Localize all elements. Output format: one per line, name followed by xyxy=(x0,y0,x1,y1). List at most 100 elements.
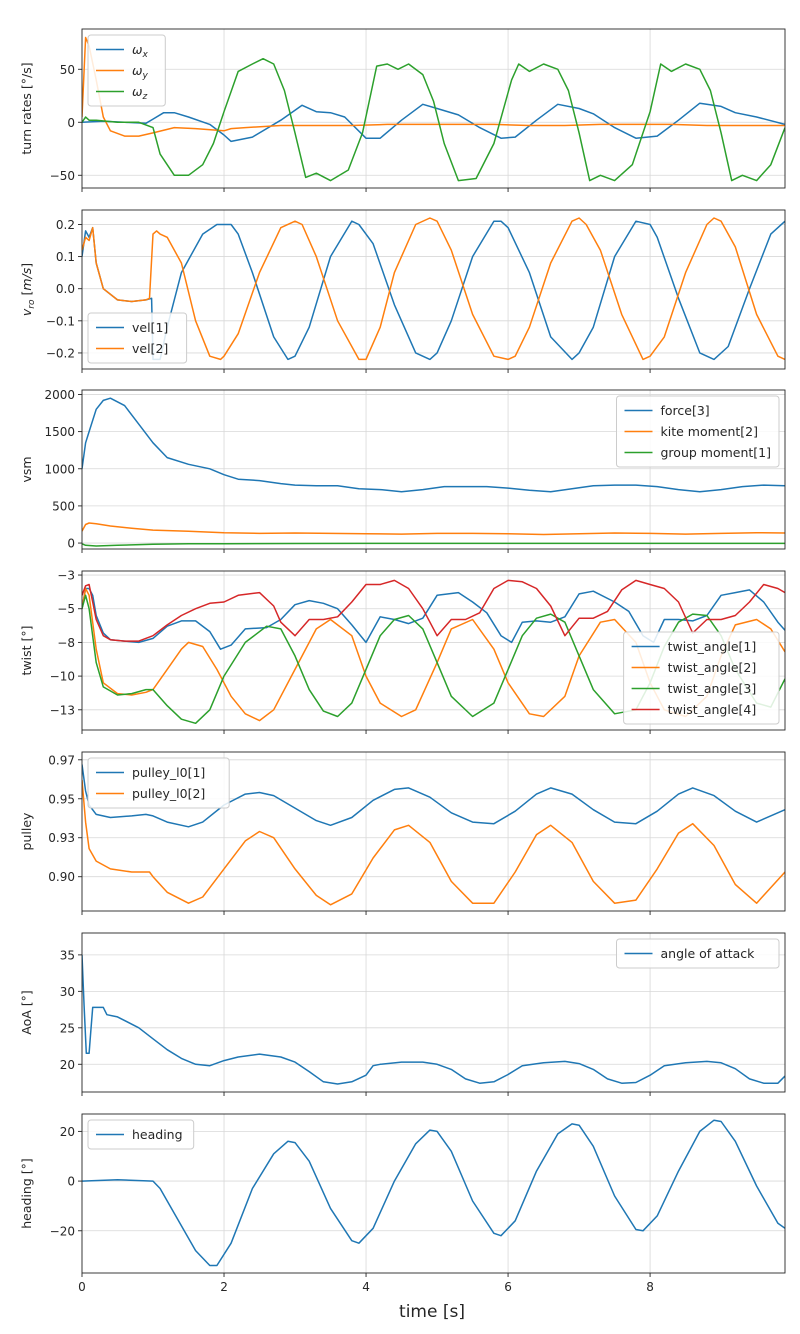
legend: ωx ωy ωz xyxy=(87,34,166,107)
x-tick-label: 8 xyxy=(646,1280,654,1294)
y-tick-label: −3 xyxy=(57,569,75,583)
y-tick-label: −5 xyxy=(57,602,75,616)
y-tick-label: 50 xyxy=(60,63,75,77)
y-tick-label: −20 xyxy=(50,1224,75,1238)
y-tick-label: 0.97 xyxy=(48,753,75,767)
legend-box xyxy=(87,1119,195,1150)
plot-frame xyxy=(81,28,786,189)
legend-box xyxy=(616,938,780,969)
series-line-2 xyxy=(82,217,785,361)
x-tick-label: 2 xyxy=(220,1280,228,1294)
legend-entry: ωx xyxy=(132,42,148,60)
y-axis-label: AoA [°] xyxy=(19,990,34,1035)
y-tick-label: −10 xyxy=(50,670,75,684)
series-line-1 xyxy=(82,397,785,493)
legend-entry: pulley_l0[2] xyxy=(132,786,205,801)
legend-box xyxy=(87,34,166,107)
x-tick-label: 0 xyxy=(78,1280,86,1294)
plot-frame xyxy=(81,751,786,912)
y-tick-label: 20 xyxy=(60,1058,75,1072)
plot-frame xyxy=(81,209,786,370)
plot-frame xyxy=(81,932,786,1093)
y-axis-label: heading [°] xyxy=(19,1158,34,1229)
legend-box xyxy=(87,757,230,809)
legend-entry: kite moment[2] xyxy=(661,424,759,439)
legend-box xyxy=(616,395,780,468)
y-axis-label: twist [°] xyxy=(19,626,34,676)
y-tick-label: 0.93 xyxy=(48,831,75,845)
series-line-2 xyxy=(82,522,785,536)
y-tick-label: 25 xyxy=(60,1021,75,1035)
legend-entry: force[3] xyxy=(661,403,710,418)
y-tick-label: 0.95 xyxy=(48,792,75,806)
y-axis-label: pulley xyxy=(19,812,34,850)
legend-entry: ωy xyxy=(132,63,148,81)
y-tick-label: −0.1 xyxy=(46,314,75,328)
y-tick-label: 1500 xyxy=(44,425,75,439)
y-tick-label: 30 xyxy=(60,985,75,999)
y-tick-label: 20 xyxy=(60,1125,75,1139)
legend-entry: twist_angle[1] xyxy=(668,639,757,654)
series-line-3 xyxy=(82,542,785,547)
legend: twist_angle[1] twist_angle[2] twist_angle[… xyxy=(623,631,780,725)
y-tick-label: −13 xyxy=(50,703,75,717)
y-tick-label: 1000 xyxy=(44,462,75,476)
legend: vel[1] vel[2] xyxy=(87,312,188,364)
legend-entry: vel[2] xyxy=(132,341,168,356)
legend: heading xyxy=(87,1119,195,1150)
y-tick-label: 0.90 xyxy=(48,870,75,884)
y-axis-label: turn rates [°/s] xyxy=(19,62,34,154)
chart-panel-5: 0.900.930.950.97pulleypulley_l0[1]pulley… xyxy=(19,751,786,915)
y-tick-label: 500 xyxy=(52,499,75,513)
y-tick-label: 0 xyxy=(67,1175,75,1189)
legend-entry: angle of attack xyxy=(661,946,756,961)
y-tick-label: 0 xyxy=(67,116,75,130)
chart-panel-1: −50 0 50 turn rates [°/s] ωx ωy ωz xyxy=(19,28,786,192)
legend-entry: twist_angle[4] xyxy=(668,702,757,717)
y-tick-label: 2000 xyxy=(44,388,75,402)
series-line-1 xyxy=(82,587,785,650)
legend-entry: twist_angle[2] xyxy=(668,660,757,675)
y-tick-label: 0.1 xyxy=(56,250,75,264)
x-axis-label: time [s] xyxy=(399,1302,465,1322)
y-axis-label: vsm xyxy=(19,456,34,482)
legend-box xyxy=(623,631,780,725)
plot-frame xyxy=(81,1113,786,1274)
chart-panel-7: −20 0 20 0 2 4 6 8 heading [°] heading xyxy=(19,1113,786,1294)
series-line-1 xyxy=(82,1119,785,1267)
x-tick-label: 6 xyxy=(504,1280,512,1294)
series-line-2 xyxy=(82,36,785,137)
y-axis-label: vro [m/s] xyxy=(19,263,37,316)
y-tick-label: 0 xyxy=(67,537,75,551)
legend-entry: group moment[1] xyxy=(661,445,772,460)
chart-panel-2: −0.2 −0.1 0.0 0.1 0.2 vro [m/s] vel[1] vel[2] xyxy=(19,209,786,373)
y-tick-label: 0.0 xyxy=(56,282,75,296)
legend-box xyxy=(87,312,188,364)
series-line-1 xyxy=(82,102,785,143)
plot-frame xyxy=(81,389,786,550)
y-tick-label: 0.2 xyxy=(56,218,75,232)
y-tick-label: −8 xyxy=(57,636,75,650)
legend: angle of attack xyxy=(616,938,780,969)
plot-frame xyxy=(81,570,786,731)
chart-panel-6: 20 25 30 35 AoA [°] angle of attack xyxy=(19,932,786,1096)
legend-entry: ωz xyxy=(132,84,147,102)
y-tick-label: 35 xyxy=(60,948,75,962)
legend-entry: twist_angle[3] xyxy=(668,681,757,696)
legend-entry: vel[1] xyxy=(132,320,168,335)
y-tick-label: −50 xyxy=(50,169,75,183)
series-line-1 xyxy=(82,764,785,828)
legend-entry: pulley_l0[1] xyxy=(132,765,205,780)
legend: pulley_l0[1] pulley_l0[2] xyxy=(87,757,230,809)
x-tick-label: 4 xyxy=(362,1280,370,1294)
series-line-1 xyxy=(82,954,785,1085)
legend-entry: heading xyxy=(132,1127,183,1142)
series-line-4 xyxy=(82,579,785,642)
y-tick-label: −0.2 xyxy=(46,346,75,360)
series-line-3 xyxy=(82,57,785,182)
legend: force[3] kite moment[2] group moment[1] xyxy=(616,395,780,468)
series-line-2 xyxy=(82,780,785,906)
chart-panel-3: 0 500 1000 1500 2000 vsm force[3] kite moment[2… xyxy=(19,388,786,553)
